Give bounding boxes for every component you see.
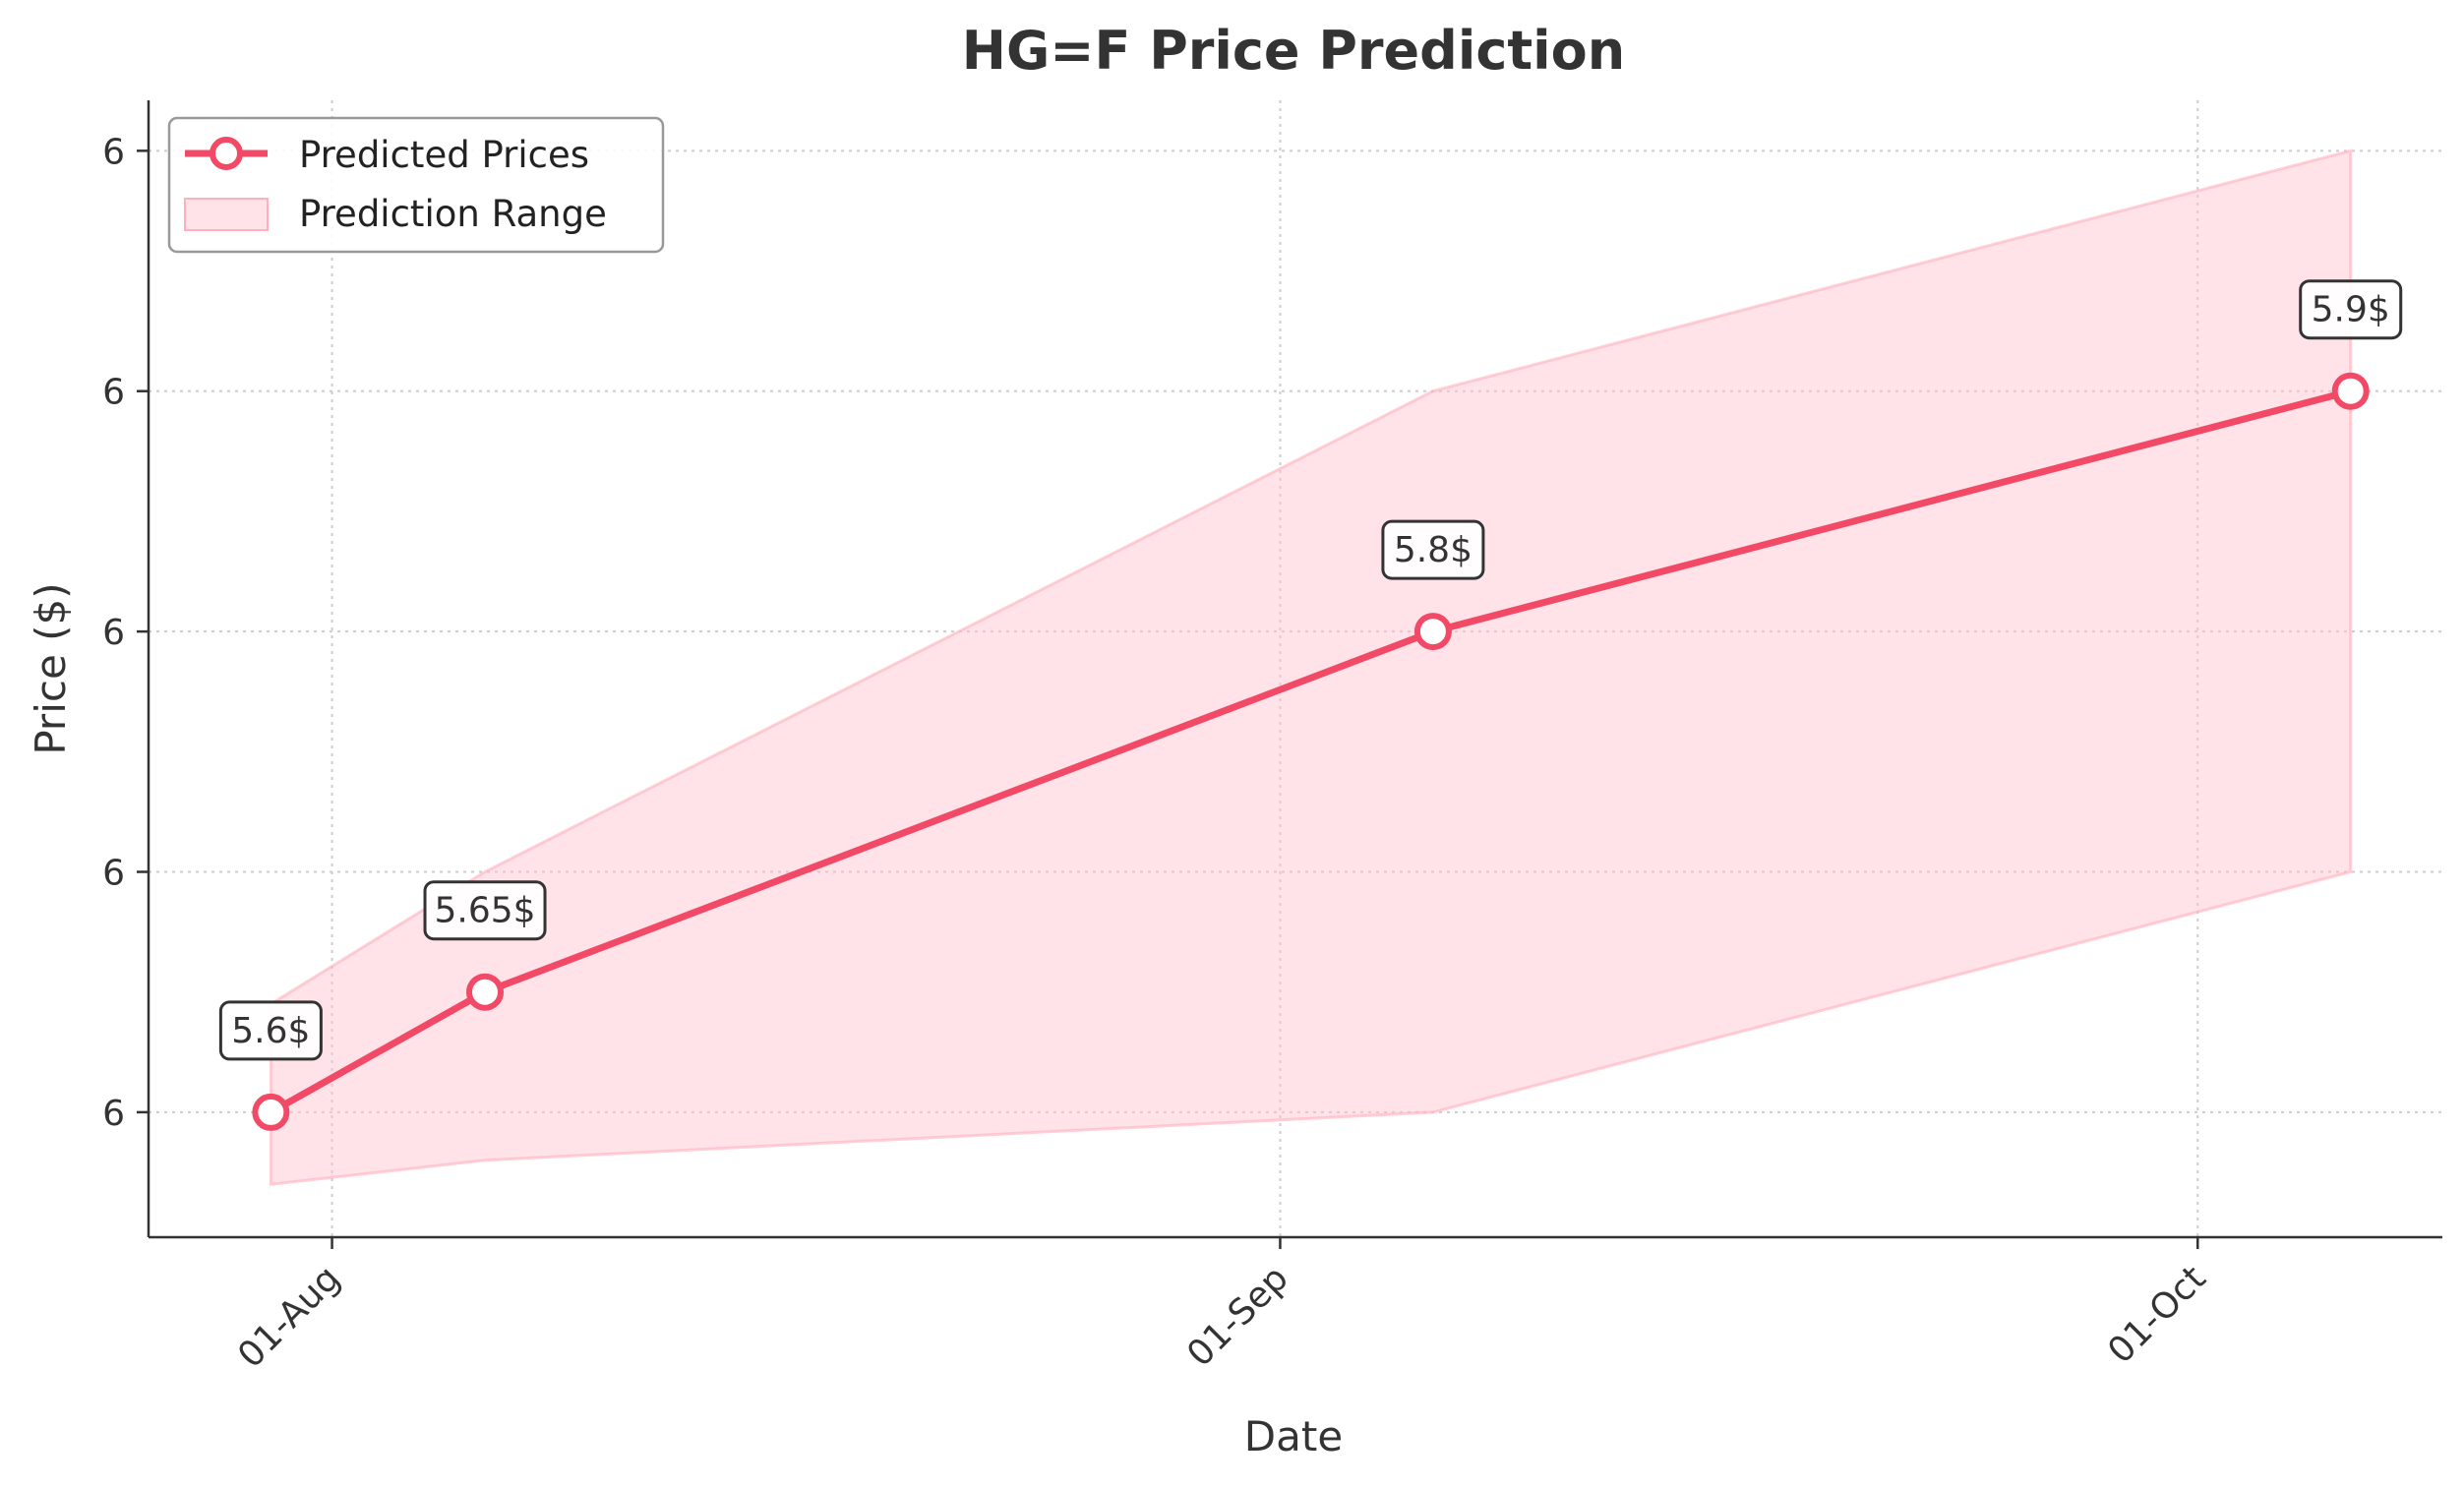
y-axis-label: Price ($) (27, 582, 75, 754)
y-tick-label: 6 (102, 854, 125, 894)
legend-marker-swatch (210, 137, 243, 170)
data-point (252, 1093, 290, 1131)
data-label-box (218, 1000, 323, 1061)
x-ticks: 01-Aug 01-Sep 01-Oct (230, 1237, 2214, 1376)
data-label: 5.6$ (231, 1011, 310, 1051)
prediction-range-area (269, 149, 2353, 1186)
data-label: 5.65$ (434, 891, 535, 931)
predicted-prices-line (267, 387, 2355, 1116)
y-tick-label: 6 (102, 373, 125, 413)
x-tick-label: 01-Sep (1179, 1258, 1296, 1375)
data-label: 5.8$ (1394, 530, 1472, 570)
points-layer (252, 372, 2370, 1131)
data-point (2331, 372, 2370, 410)
data-label-box (1381, 519, 1485, 580)
x-tick-label: 01-Oct (2100, 1258, 2213, 1371)
grid-layer (149, 100, 2442, 1237)
data-labels-layer: 5.6$ 5.65$ 5.8$ 5.9$ (218, 279, 2403, 1061)
legend-label-predicted: Predicted Prices (299, 134, 589, 176)
data-point (1413, 613, 1452, 651)
data-label-box (423, 880, 547, 941)
y-tick-label: 6 (102, 1094, 125, 1134)
legend-label-range: Prediction Range (299, 193, 607, 235)
x-axis-label: Date (1244, 1412, 1343, 1460)
legend-range-swatch (184, 198, 269, 231)
data-point (466, 973, 505, 1011)
x-tick-label: 01-Aug (230, 1258, 348, 1376)
legend: Predicted Prices Prediction Range (167, 116, 665, 254)
y-ticks: 6 6 6 6 6 (102, 132, 149, 1134)
data-label: 5.9$ (2312, 290, 2390, 330)
data-label-box (2299, 279, 2403, 340)
y-tick-label: 6 (102, 613, 125, 653)
legend-box (167, 116, 665, 254)
y-tick-label: 6 (102, 132, 125, 172)
chart-title: HG=F Price Prediction (962, 20, 1625, 82)
